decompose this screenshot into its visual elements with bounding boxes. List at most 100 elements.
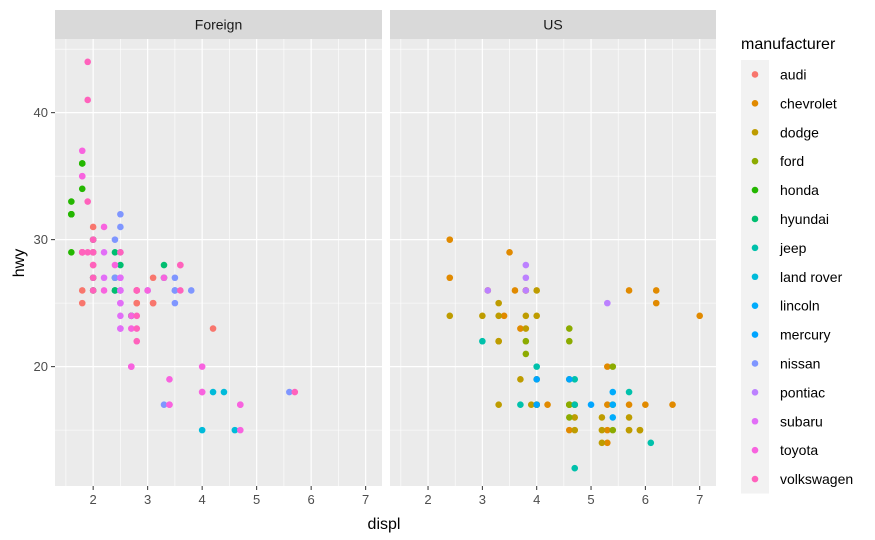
panel-background [55,39,382,486]
data-point [566,426,573,434]
legend: manufacturer audi chevrolet dodge ford honda… [741,36,853,494]
data-point [78,172,86,180]
data-point [160,274,168,282]
data-point [198,426,206,434]
data-point [598,414,606,421]
data-point [117,287,124,294]
legend-item: chevrolet [741,88,837,118]
data-point [598,439,606,447]
data-point [133,337,141,345]
legend-swatch [751,302,759,309]
y-tick-label: 40 [34,105,48,120]
legend-label: jeep [779,240,807,256]
data-point [78,147,86,155]
data-point [495,337,502,345]
data-point [198,388,206,396]
data-point [78,249,86,256]
data-point [89,274,97,282]
legend-item: audi [741,60,806,89]
data-point [479,337,486,345]
data-point [78,287,86,294]
data-point [144,287,151,294]
series-subaru [100,249,124,332]
data-point [604,426,611,434]
data-point [479,312,486,320]
x-tick-label: 7 [362,492,369,507]
x-tick-label: 4 [533,492,540,507]
series-honda [68,160,97,256]
legend-swatch [751,475,759,483]
legend-swatch [751,100,759,107]
data-point [68,198,75,205]
data-point [128,325,135,332]
data-point [78,185,86,193]
data-point [78,299,86,307]
data-point [177,261,184,269]
x-tick-label: 7 [696,492,703,507]
data-point [522,350,530,358]
legend-item: land rover [741,262,843,292]
data-point [609,426,617,434]
data-point [571,464,579,472]
y-tick-label: 30 [34,232,48,247]
data-point [84,249,91,256]
data-point [100,274,108,282]
legend-label: pontiac [780,384,825,400]
data-point [533,363,540,370]
data-point [571,426,579,434]
facet-strip [55,10,382,39]
data-point [231,426,239,434]
data-point [522,337,530,345]
data-point [187,287,195,294]
data-point [500,312,508,320]
legend-swatch [751,389,759,396]
data-point [604,363,611,370]
data-point [133,287,141,294]
series-land-rover [198,388,239,434]
x-axis-title: displ [368,516,401,533]
data-point [587,401,595,409]
data-point [647,439,655,447]
data-point [111,249,119,256]
legend-swatch [751,128,759,136]
legend-item: toyota [741,435,818,465]
panel-background [390,39,716,486]
data-point [566,376,573,383]
data-point [495,299,502,307]
data-point [111,274,119,282]
legend-label: toyota [780,442,818,458]
data-point [625,401,633,409]
data-point [544,401,551,409]
data-point [128,363,135,370]
data-point [117,299,124,307]
data-point [636,426,644,434]
data-point [209,325,217,332]
data-point [237,401,244,409]
axis-layer: displ hwy [11,249,400,533]
data-point [506,249,513,256]
data-point [84,198,91,205]
data-point [237,426,244,434]
data-point [625,388,633,396]
series-dodge [446,287,644,447]
data-point [522,287,530,294]
legend-item: mercury [741,320,831,349]
x-tick-label: 3 [144,492,151,507]
data-point [100,287,108,294]
legend-label: volkswagen [780,471,853,487]
legend-label: dodge [780,124,819,140]
data-point [696,312,703,320]
data-point [604,299,611,307]
data-point [133,325,141,332]
data-point [517,376,524,383]
data-point [286,388,293,396]
legend-label: mercury [780,327,831,343]
data-point [128,312,135,320]
data-point [446,312,454,320]
data-point [68,249,75,256]
data-point [571,414,579,421]
x-tick-label: 5 [587,492,594,507]
legend-swatch [751,273,759,281]
data-point [446,274,454,282]
legend-label: hyundai [780,211,829,227]
